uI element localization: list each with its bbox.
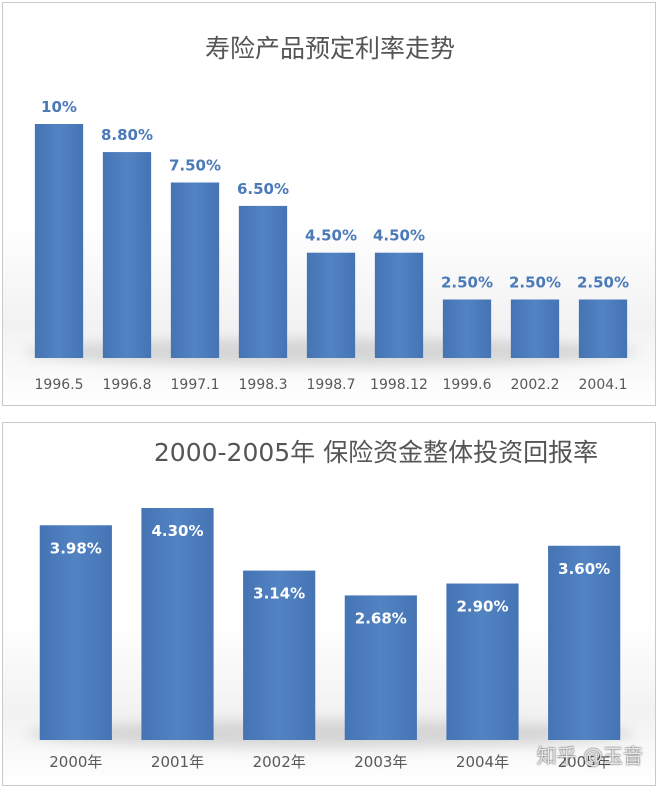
- bar-1996.8: [102, 152, 152, 358]
- data-label: 7.50%: [169, 157, 221, 175]
- bar-2003年: [344, 595, 417, 740]
- x-tick-label: 1998.7: [307, 377, 356, 393]
- data-label: 10%: [41, 98, 77, 116]
- bar-2004年: [446, 583, 519, 740]
- bar-1998.7: [306, 252, 356, 358]
- bar-2004.1: [578, 299, 628, 358]
- data-label: 2.90%: [456, 598, 508, 616]
- bar-2001年: [141, 508, 214, 740]
- bar-2005年: [548, 545, 621, 740]
- x-tick-label: 1996.8: [103, 377, 152, 393]
- bar-2002.2: [510, 299, 560, 358]
- bar-1996.5: [34, 124, 84, 358]
- x-tick-label: 1998.12: [370, 377, 428, 393]
- x-tick-label: 2002年: [253, 753, 306, 771]
- chart-panel-investment-return: 2000-2005年 保险资金整体投资回报率 3.98% 2000年 4.30% 200…: [2, 422, 656, 786]
- data-label: 2.50%: [441, 274, 493, 292]
- x-tick-label: 2004年: [456, 753, 509, 771]
- data-label: 3.14%: [253, 585, 305, 603]
- bar-2002年: [243, 570, 316, 740]
- investment-return-chart: 2000-2005年 保险资金整体投资回报率 3.98% 2000年 4.30% 200…: [25, 438, 635, 771]
- data-label: 4.50%: [305, 227, 357, 245]
- chart-panel-annuity-rate: 寿险产品预定利率走势 10% 1996.5 8.80% 1996.8 7.50% 1997.…: [2, 2, 656, 406]
- x-tick-label: 1999.6: [443, 377, 492, 393]
- x-tick-label: 2000年: [49, 753, 102, 771]
- x-tick-label: 1998.3: [239, 377, 288, 393]
- x-tick-label: 1996.5: [35, 377, 84, 393]
- x-tick-label: 2004.1: [579, 377, 628, 393]
- x-tick-label: 2003年: [354, 753, 407, 771]
- annuity-rate-chart: 寿险产品预定利率走势 10% 1996.5 8.80% 1996.8 7.50% 1997.…: [25, 34, 637, 393]
- data-label: 6.50%: [237, 180, 289, 198]
- x-tick-label: 2005年: [558, 753, 611, 771]
- x-tick-label: 1997.1: [171, 377, 220, 393]
- data-label: 8.80%: [101, 126, 153, 144]
- bar-1998.12: [374, 252, 424, 358]
- bar-1997.1: [170, 182, 220, 358]
- data-label: 3.98%: [50, 539, 102, 557]
- chart-title: 2000-2005年 保险资金整体投资回报率: [154, 438, 598, 467]
- chart-title: 寿险产品预定利率走势: [205, 34, 455, 63]
- x-tick-label: 2001年: [151, 753, 204, 771]
- data-label: 4.50%: [373, 227, 425, 245]
- data-label: 2.50%: [577, 274, 629, 292]
- bar-1999.6: [442, 299, 492, 358]
- watermark: 知乎 @玉音: [536, 744, 643, 768]
- data-label: 2.68%: [355, 609, 407, 627]
- data-label: 2.50%: [509, 274, 561, 292]
- data-label: 4.30%: [151, 522, 203, 540]
- data-label: 3.60%: [558, 560, 610, 578]
- bar-1998.3: [238, 205, 288, 358]
- bar-2000年: [39, 525, 112, 740]
- x-tick-label: 2002.2: [511, 377, 560, 393]
